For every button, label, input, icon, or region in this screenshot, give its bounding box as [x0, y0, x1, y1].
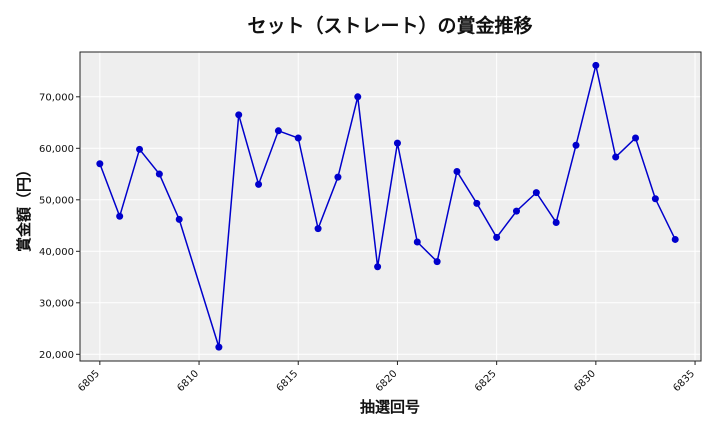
- axes: [79, 51, 702, 362]
- x-tick-label: 6815: [275, 368, 301, 394]
- y-tick-label: 20,000: [39, 350, 74, 361]
- plot-area: [80, 52, 701, 361]
- y-axis-label: 賞金額（円）: [15, 162, 33, 252]
- plot-frame: [79, 51, 702, 362]
- y-ticks: 20,000 30,000 40,000 50,000 60,000 70,000: [39, 92, 80, 361]
- data-point: [155, 170, 163, 178]
- y-tick-label: 40,000: [39, 247, 74, 258]
- data-point: [96, 160, 104, 168]
- data-point: [651, 195, 659, 203]
- data-point: [632, 134, 640, 142]
- data-point: [334, 173, 342, 181]
- data-point: [255, 180, 263, 188]
- data-point: [215, 343, 223, 351]
- data-point: [671, 235, 679, 243]
- x-tick-label: 6830: [572, 368, 598, 394]
- x-axis-label: 抽選回号: [360, 398, 420, 416]
- data-point: [433, 258, 441, 266]
- grid-lines: [80, 52, 701, 361]
- x-ticks: 6805 6810 6815 6820 6825 6830 6835: [76, 361, 697, 394]
- data-point: [473, 199, 481, 207]
- data-point: [354, 93, 362, 101]
- x-tick-label: 6835: [671, 368, 697, 394]
- x-tick-label: 6820: [374, 368, 400, 394]
- data-point: [393, 139, 401, 147]
- data-point: [175, 215, 183, 223]
- data-point: [136, 145, 144, 153]
- x-tick-label: 6810: [175, 368, 201, 394]
- x-tick-label: 6805: [76, 368, 102, 394]
- data-point: [572, 141, 580, 149]
- x-tick-label: 6825: [473, 368, 499, 394]
- y-tick-label: 50,000: [39, 195, 74, 206]
- data-point: [612, 153, 620, 161]
- y-tick-label: 30,000: [39, 298, 74, 309]
- chart-title: セット（ストレート）の賞金推移: [247, 14, 532, 37]
- series-group: [96, 61, 679, 351]
- data-point: [235, 111, 243, 119]
- data-point: [592, 61, 600, 69]
- y-tick-label: 60,000: [39, 144, 74, 155]
- data-point: [532, 189, 540, 197]
- data-point: [413, 238, 421, 246]
- data-point: [314, 225, 322, 233]
- data-point: [493, 233, 501, 241]
- y-tick-label: 70,000: [39, 92, 74, 103]
- data-point: [552, 218, 560, 226]
- data-point: [512, 207, 520, 215]
- data-point: [453, 167, 461, 175]
- data-point: [374, 263, 382, 271]
- data-point: [274, 127, 282, 135]
- data-point: [294, 134, 302, 142]
- data-point: [116, 212, 124, 220]
